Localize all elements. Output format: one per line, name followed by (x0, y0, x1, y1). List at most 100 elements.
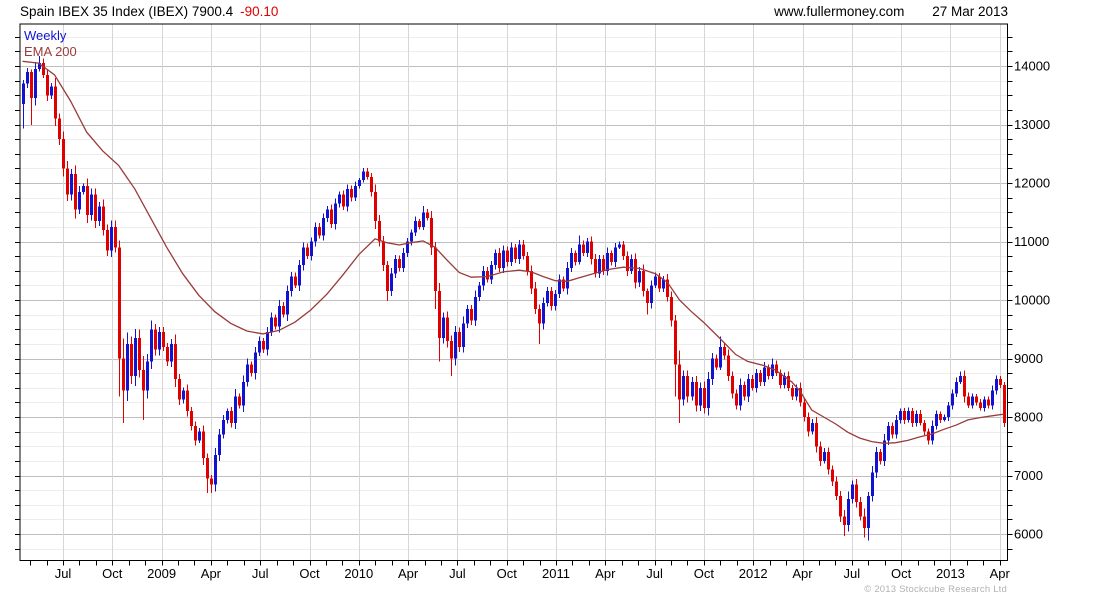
candle-down (330, 209, 333, 224)
candle-down (574, 253, 577, 262)
candle-down (526, 256, 529, 271)
candle-down (610, 253, 613, 262)
candle-up (682, 376, 685, 400)
candle-down (1003, 384, 1006, 423)
candle-down (911, 411, 914, 423)
candle-up (442, 317, 445, 339)
candle-down (514, 247, 517, 260)
candle-up (158, 332, 161, 350)
candle-up (755, 373, 758, 388)
candle-down (306, 247, 309, 257)
candle-down (538, 308, 541, 324)
candle-up (510, 247, 513, 262)
candle-up (26, 71, 29, 84)
x-axis-label: Apr (201, 566, 222, 581)
chart-header-right: www.fullermoney.com 27 Mar 2013 (774, 4, 1008, 19)
candle-down (114, 226, 117, 248)
candle-down (350, 188, 353, 198)
candle-up (951, 393, 954, 406)
candle-up (34, 68, 37, 99)
candle-up (971, 396, 974, 406)
candle-down (562, 279, 565, 289)
candle-up (947, 405, 950, 417)
candle-up (707, 378, 710, 409)
x-axis-label: Oct (891, 566, 912, 581)
candle-down (250, 364, 253, 374)
candle-up (851, 484, 854, 499)
candle-down (979, 402, 982, 409)
candle-up (915, 414, 918, 423)
candle-down (590, 241, 593, 260)
plot-border (19, 23, 1008, 561)
title-text: Spain IBEX 35 Index (IBEX) 7900.4 (20, 4, 234, 19)
candle-up (394, 259, 397, 274)
candle-down (86, 185, 89, 216)
candle-up (747, 378, 750, 397)
candle-down (530, 270, 533, 289)
candle-down (715, 358, 718, 368)
candle-up (959, 376, 962, 382)
x-axis-label: 2012 (739, 566, 768, 581)
candle-down (839, 495, 842, 517)
y-axis-label: 12000 (1014, 176, 1050, 191)
candle-up (50, 86, 53, 96)
candle-up (462, 323, 465, 347)
candle-down (678, 364, 681, 400)
candle-down (670, 297, 673, 321)
candle-down (370, 177, 373, 192)
grid-major-lines (20, 66, 1008, 535)
x-axis-label: 2010 (344, 566, 373, 581)
candle-up (490, 264, 493, 280)
candle-down (178, 378, 181, 400)
x-axis-labels: Jul Oct 2009 Apr Jul Oct 2010 Apr Jul Oct 2011 Apr J… (55, 566, 1011, 581)
candle-down (831, 469, 834, 482)
candle-down (987, 399, 990, 406)
candle-down (430, 218, 433, 248)
candle-up (586, 241, 589, 254)
candle-down (434, 247, 437, 292)
candle-up (346, 188, 349, 207)
candle-down (230, 411, 233, 423)
candle-up (739, 384, 742, 406)
candle-down (66, 168, 69, 195)
candle-down (919, 414, 922, 423)
candle-down (767, 367, 770, 377)
candle-up (662, 279, 665, 289)
candle-up (783, 376, 786, 385)
candle-up (302, 247, 305, 265)
candle-down (927, 431, 930, 441)
y-axis-label: 8000 (1014, 410, 1043, 425)
grid-vertical-lines (63, 24, 1001, 561)
candle-down (703, 387, 706, 409)
candle-up (298, 264, 301, 286)
candle-down (827, 452, 830, 470)
x-axis-label: Jul (449, 566, 466, 581)
candle-up (22, 83, 25, 105)
candle-down (626, 256, 629, 271)
candle-up (354, 185, 357, 198)
candle-up (630, 259, 633, 271)
candlestick-series (22, 56, 1006, 541)
candle-down (194, 425, 197, 441)
candle-down (743, 384, 746, 397)
legend-timeframe: Weekly (24, 28, 67, 43)
candle-down (903, 411, 906, 420)
axis-ticks (15, 37, 1013, 566)
candle-down (787, 376, 790, 388)
candle-down (891, 425, 894, 435)
candle-down (759, 373, 762, 382)
candle-down (294, 276, 297, 286)
candle-down (775, 364, 778, 374)
candle-up (454, 332, 457, 359)
x-axis-label: Jul (252, 566, 269, 581)
candle-up (266, 332, 269, 350)
candle-up (362, 171, 365, 181)
candle-down (666, 279, 669, 298)
x-axis-label: Oct (102, 566, 123, 581)
y-axis-label: 6000 (1014, 527, 1043, 542)
candle-up (290, 276, 293, 292)
candle-up (895, 419, 898, 435)
x-axis-label: 2011 (542, 566, 570, 581)
